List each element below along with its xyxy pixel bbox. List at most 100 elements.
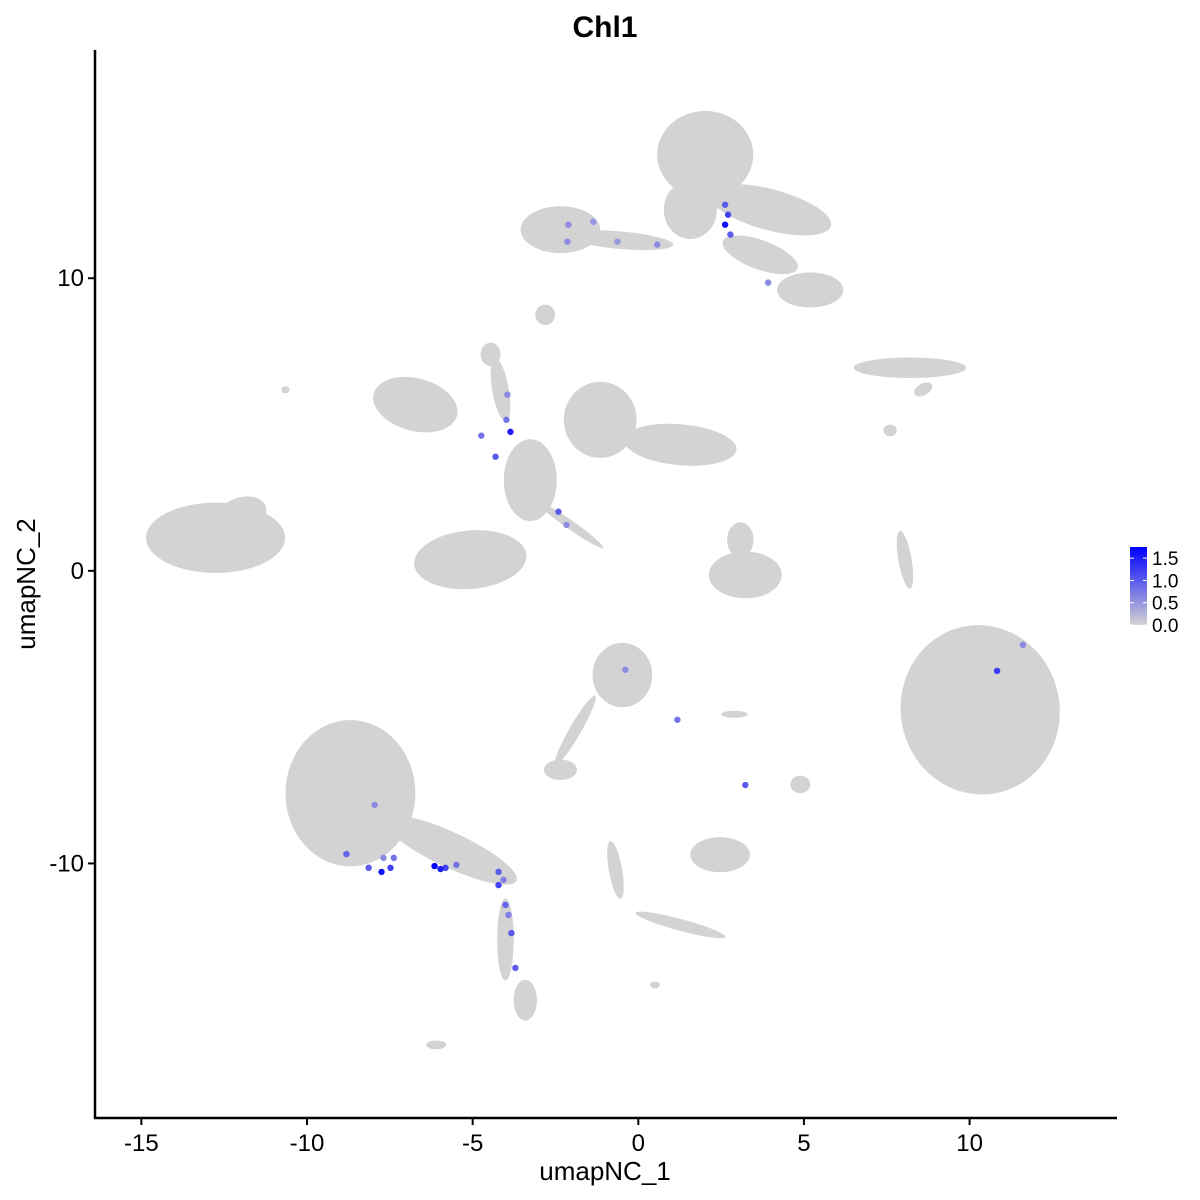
cell-point bbox=[563, 521, 570, 529]
cell-cluster bbox=[635, 911, 726, 939]
cell-point bbox=[622, 666, 629, 673]
cell-point bbox=[674, 716, 681, 723]
cell-point bbox=[371, 801, 378, 809]
colorbar-legend: 0.00.51.01.5 bbox=[1130, 547, 1178, 637]
x-tick-label: -10 bbox=[290, 1130, 325, 1157]
colorbar-label: 1.5 bbox=[1152, 549, 1178, 570]
cell-cluster bbox=[383, 815, 517, 885]
cell-point bbox=[453, 861, 460, 869]
cell-cluster bbox=[663, 180, 717, 240]
cell-cluster bbox=[709, 184, 832, 236]
x-axis-ticks: -15 -10 -5 0 5 10 bbox=[124, 1118, 983, 1157]
cell-point bbox=[721, 201, 729, 208]
cell-point bbox=[478, 432, 485, 439]
y-tick-label: -10 bbox=[49, 850, 84, 877]
cell-point bbox=[504, 391, 511, 398]
x-tick-label: 0 bbox=[632, 1130, 645, 1157]
cell-point bbox=[764, 279, 772, 286]
cell-cluster bbox=[520, 206, 601, 254]
cell-cluster bbox=[426, 1040, 447, 1050]
x-axis-title: umapNC_1 bbox=[539, 1156, 671, 1186]
cell-cluster bbox=[373, 376, 458, 433]
cell-point bbox=[727, 231, 734, 238]
cell-point bbox=[343, 850, 350, 858]
cell-cluster bbox=[513, 979, 537, 1021]
y-tick-label: 10 bbox=[57, 265, 84, 292]
cell-cluster bbox=[708, 551, 782, 599]
cell-point bbox=[380, 854, 387, 862]
cell-point bbox=[1019, 641, 1027, 649]
cell-point bbox=[495, 868, 502, 876]
cell-point bbox=[564, 238, 571, 245]
cell-cluster bbox=[727, 522, 754, 558]
cell-point bbox=[500, 876, 507, 884]
cell-cluster bbox=[503, 439, 557, 522]
cell-cluster bbox=[592, 642, 653, 708]
cell-cluster bbox=[883, 424, 897, 437]
cell-point bbox=[590, 218, 597, 225]
cell-point bbox=[495, 881, 502, 889]
plot-title: Chl1 bbox=[572, 11, 637, 44]
y-axis-title: umapNC_2 bbox=[11, 518, 41, 650]
cell-point bbox=[437, 865, 444, 873]
cell-cluster bbox=[497, 898, 514, 981]
cell-cluster bbox=[896, 530, 914, 589]
x-tick-label: -15 bbox=[124, 1130, 159, 1157]
y-tick-label: 0 bbox=[71, 558, 84, 585]
cell-point bbox=[507, 428, 514, 436]
cell-cluster bbox=[722, 235, 798, 275]
x-tick-label: -5 bbox=[462, 1130, 483, 1157]
cell-point bbox=[387, 864, 394, 872]
cell-point bbox=[492, 453, 499, 460]
x-tick-label: 10 bbox=[956, 1130, 983, 1157]
y-axis-ticks: -10 0 10 bbox=[49, 265, 95, 877]
cell-cluster bbox=[690, 837, 750, 873]
cell-point bbox=[512, 964, 519, 972]
cell-point bbox=[503, 416, 510, 424]
cell-cluster bbox=[215, 496, 267, 535]
cell-cluster bbox=[777, 272, 844, 308]
cell-point bbox=[721, 221, 729, 228]
colorbar-label: 1.0 bbox=[1152, 571, 1178, 592]
cell-cluster bbox=[790, 775, 811, 794]
cell-cluster bbox=[281, 386, 290, 394]
cell-point bbox=[431, 862, 438, 870]
background-cells bbox=[146, 110, 1060, 1050]
cell-cluster bbox=[285, 720, 416, 867]
cell-point bbox=[502, 901, 509, 909]
cell-cluster bbox=[721, 710, 748, 718]
cell-cluster bbox=[480, 342, 501, 367]
cell-point bbox=[505, 911, 512, 919]
cell-point bbox=[993, 667, 1001, 675]
cell-cluster bbox=[624, 423, 737, 466]
cell-cluster bbox=[537, 501, 604, 548]
cell-point bbox=[442, 864, 449, 872]
expressing-cells bbox=[343, 201, 1027, 972]
colorbar-label: 0.5 bbox=[1152, 594, 1178, 615]
cell-point bbox=[390, 854, 398, 862]
cell-cluster bbox=[900, 625, 1060, 795]
x-tick-label: 5 bbox=[797, 1130, 810, 1157]
cell-point bbox=[555, 508, 562, 515]
cell-cluster bbox=[914, 382, 933, 397]
cell-cluster bbox=[414, 530, 527, 590]
cell-point bbox=[614, 238, 621, 245]
cell-cluster bbox=[563, 381, 637, 458]
cell-cluster bbox=[567, 230, 674, 251]
cell-cluster bbox=[490, 357, 511, 422]
cell-cluster bbox=[543, 759, 578, 781]
cell-cluster bbox=[649, 981, 660, 989]
cell-point bbox=[653, 241, 661, 248]
cell-point bbox=[565, 221, 572, 228]
cell-cluster bbox=[853, 357, 967, 379]
cell-cluster bbox=[607, 841, 624, 899]
cell-point bbox=[378, 868, 385, 876]
cell-point bbox=[365, 864, 372, 872]
cell-point bbox=[508, 929, 515, 937]
cell-cluster bbox=[554, 695, 596, 765]
colorbar bbox=[1130, 547, 1147, 625]
cell-cluster bbox=[535, 304, 556, 326]
cell-point bbox=[742, 781, 749, 789]
colorbar-label: 0.0 bbox=[1152, 616, 1178, 637]
